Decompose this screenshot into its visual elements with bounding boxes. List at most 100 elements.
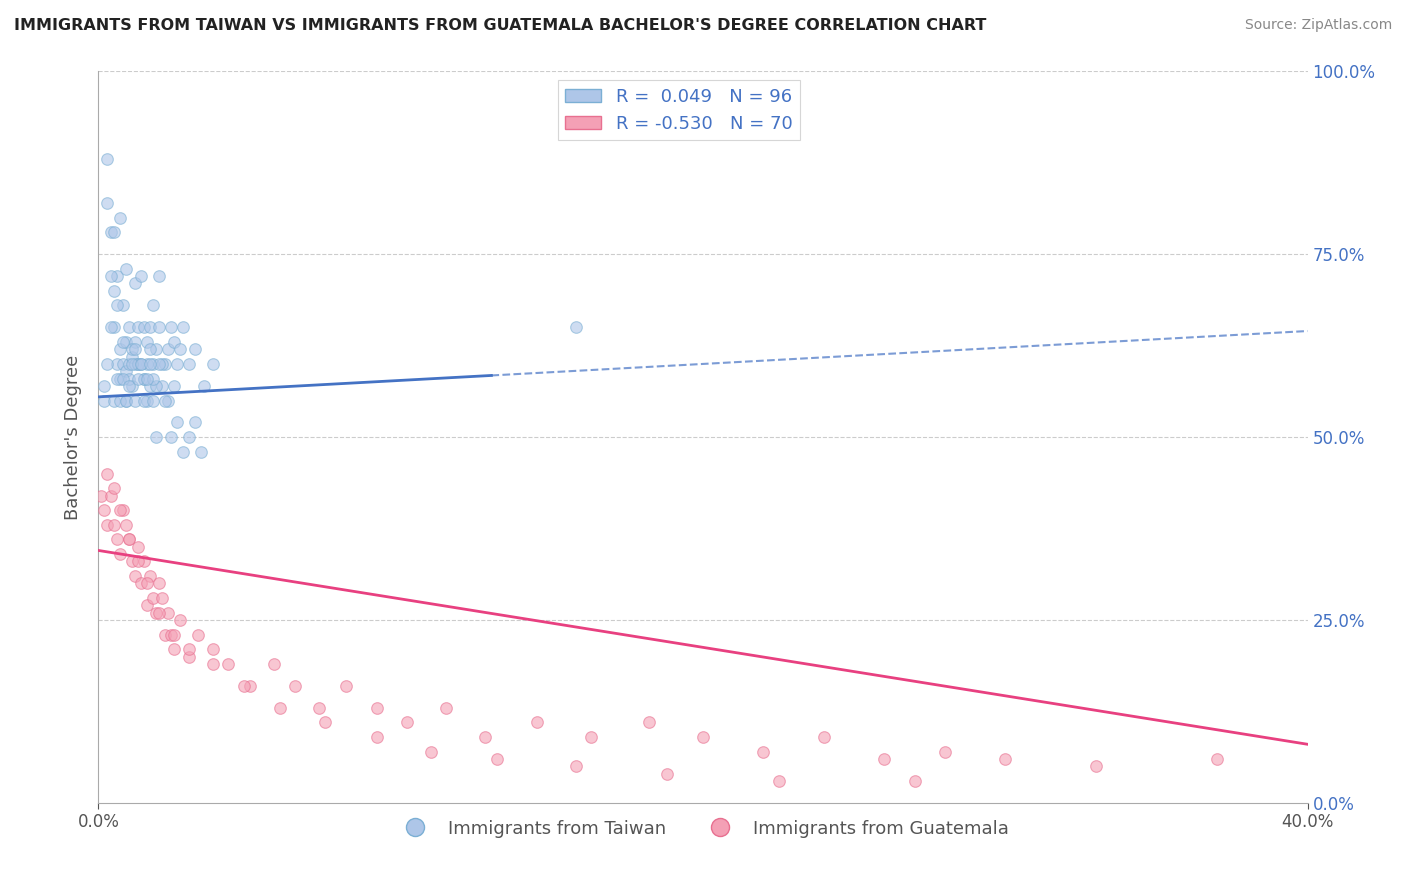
Point <box>153 393 176 408</box>
Point <box>486 752 509 766</box>
Point <box>127 357 149 371</box>
Point <box>118 320 141 334</box>
Point <box>93 379 115 393</box>
Legend: Immigrants from Taiwan, Immigrants from Guatemala: Immigrants from Taiwan, Immigrants from … <box>391 813 1015 845</box>
Point <box>172 320 194 334</box>
Point <box>93 503 115 517</box>
Point <box>366 700 388 714</box>
Point <box>148 320 170 334</box>
Point <box>150 379 173 393</box>
Point <box>124 569 146 583</box>
Point <box>121 343 143 357</box>
Point <box>148 357 170 371</box>
Point <box>202 357 225 371</box>
Point <box>118 533 141 547</box>
Point <box>1085 759 1108 773</box>
Point <box>100 225 122 239</box>
Point <box>124 277 146 291</box>
Point <box>129 576 152 591</box>
Point <box>179 430 201 444</box>
Point <box>190 444 212 458</box>
Point <box>96 152 118 166</box>
Point <box>269 700 291 714</box>
Point <box>160 430 183 444</box>
Point <box>124 343 146 357</box>
Point <box>105 357 128 371</box>
Point <box>139 569 162 583</box>
Point <box>105 269 128 284</box>
Point <box>565 759 588 773</box>
Point <box>114 334 136 349</box>
Point <box>193 379 215 393</box>
Point <box>308 700 330 714</box>
Point <box>202 657 225 671</box>
Point <box>129 269 152 284</box>
Point <box>139 357 162 371</box>
Point <box>129 357 152 371</box>
Point <box>111 298 134 312</box>
Point <box>184 343 207 357</box>
Point <box>148 606 170 620</box>
Point <box>121 350 143 364</box>
Point <box>145 606 167 620</box>
Point <box>994 752 1017 766</box>
Point <box>108 393 131 408</box>
Point <box>135 576 157 591</box>
Point <box>163 334 186 349</box>
Point <box>139 343 162 357</box>
Point <box>96 517 118 532</box>
Point <box>108 503 131 517</box>
Point <box>135 371 157 385</box>
Point <box>100 320 122 334</box>
Point <box>100 269 122 284</box>
Point <box>108 547 131 561</box>
Point <box>934 745 956 759</box>
Point <box>202 642 225 657</box>
Point <box>179 357 201 371</box>
Point <box>121 554 143 568</box>
Point <box>111 503 134 517</box>
Point <box>100 489 122 503</box>
Point <box>139 320 162 334</box>
Point <box>395 715 418 730</box>
Point <box>160 627 183 641</box>
Point <box>169 613 191 627</box>
Point <box>145 430 167 444</box>
Point <box>156 606 179 620</box>
Point <box>263 657 285 671</box>
Point <box>692 730 714 744</box>
Point <box>904 773 927 788</box>
Point <box>217 657 239 671</box>
Point <box>142 591 165 605</box>
Point <box>129 357 152 371</box>
Point <box>108 343 131 357</box>
Point <box>118 357 141 371</box>
Point <box>105 533 128 547</box>
Point <box>420 745 443 759</box>
Point <box>127 357 149 371</box>
Point <box>179 649 201 664</box>
Point <box>142 393 165 408</box>
Point <box>103 517 125 532</box>
Point <box>105 371 128 385</box>
Point <box>179 642 201 657</box>
Point <box>96 467 118 481</box>
Point <box>111 357 134 371</box>
Point <box>132 371 155 385</box>
Point <box>127 320 149 334</box>
Point <box>114 364 136 378</box>
Point <box>127 540 149 554</box>
Point <box>132 371 155 385</box>
Point <box>148 576 170 591</box>
Point <box>145 343 167 357</box>
Point <box>335 679 357 693</box>
Point <box>105 298 128 312</box>
Point <box>103 284 125 298</box>
Point <box>150 591 173 605</box>
Point <box>96 196 118 211</box>
Point <box>96 357 118 371</box>
Point <box>526 715 548 730</box>
Point <box>184 416 207 430</box>
Point <box>142 371 165 385</box>
Point <box>132 320 155 334</box>
